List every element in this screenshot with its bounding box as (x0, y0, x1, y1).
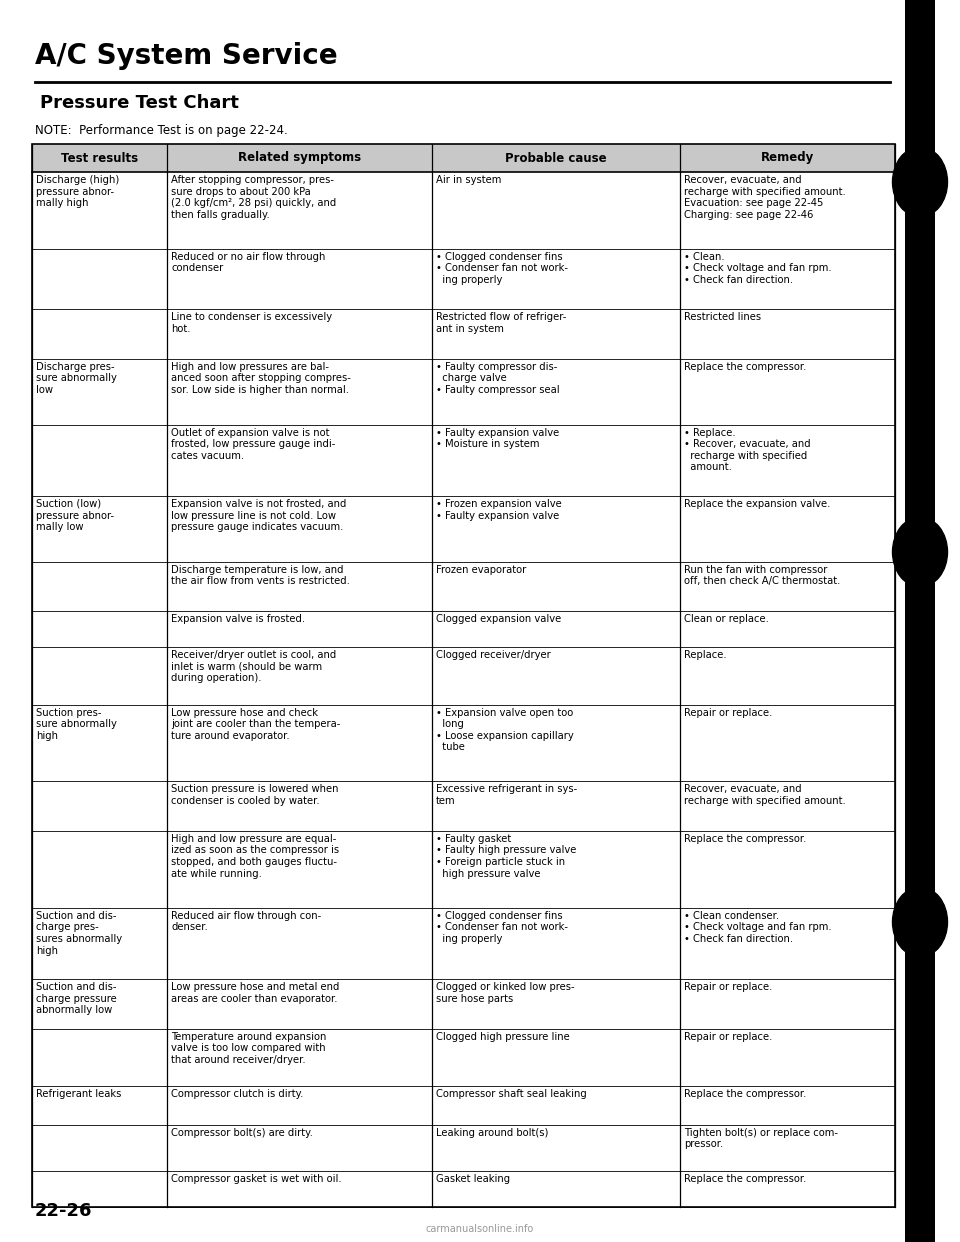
Text: Replace the compressor.: Replace the compressor. (684, 1089, 806, 1099)
Text: Air in system: Air in system (436, 175, 501, 185)
Text: Recover, evacuate, and
recharge with specified amount.: Recover, evacuate, and recharge with spe… (684, 785, 846, 806)
Text: Suction pressure is lowered when
condenser is cooled by water.: Suction pressure is lowered when condens… (171, 785, 339, 806)
Text: Gasket leaking: Gasket leaking (436, 1174, 510, 1185)
Text: Suction and dis-
charge pres-
sures abnormally
high: Suction and dis- charge pres- sures abno… (36, 910, 122, 955)
Text: Line to condenser is excessively
hot.: Line to condenser is excessively hot. (171, 312, 332, 334)
Text: Tighten bolt(s) or replace com-
pressor.: Tighten bolt(s) or replace com- pressor. (684, 1128, 838, 1149)
Text: Low pressure hose and check
joint are cooler than the tempera-
ture around evapo: Low pressure hose and check joint are co… (171, 708, 341, 740)
Bar (32, 144, 895, 1207)
Text: Clogged high pressure line: Clogged high pressure line (436, 1032, 569, 1042)
Text: Replace the compressor.: Replace the compressor. (684, 361, 806, 371)
Text: Test results: Test results (60, 152, 138, 164)
Text: Discharge temperature is low, and
the air flow from vents is restricted.: Discharge temperature is low, and the ai… (171, 565, 349, 586)
Text: Reduced air flow through con-
denser.: Reduced air flow through con- denser. (171, 910, 322, 933)
Text: Suction (low)
pressure abnor-
mally low: Suction (low) pressure abnor- mally low (36, 499, 114, 532)
Text: Replace the compressor.: Replace the compressor. (684, 833, 806, 843)
Text: Related symptoms: Related symptoms (238, 152, 361, 164)
Text: • Faulty compressor dis-
  charge valve
• Faulty compressor seal: • Faulty compressor dis- charge valve • … (436, 361, 560, 395)
Text: • Faulty gasket
• Faulty high pressure valve
• Foreign particle stuck in
  high : • Faulty gasket • Faulty high pressure v… (436, 833, 576, 878)
Text: • Clogged condenser fins
• Condenser fan not work-
  ing properly: • Clogged condenser fins • Condenser fan… (436, 910, 568, 944)
Text: Expansion valve is frosted.: Expansion valve is frosted. (171, 615, 305, 625)
Text: Frozen evaporator: Frozen evaporator (436, 565, 526, 575)
Text: Discharge pres-
sure abnormally
low: Discharge pres- sure abnormally low (36, 361, 117, 395)
Text: Repair or replace.: Repair or replace. (684, 708, 773, 718)
Text: Leaking around bolt(s): Leaking around bolt(s) (436, 1128, 548, 1138)
Text: • Clean.
• Check voltage and fan rpm.
• Check fan direction.: • Clean. • Check voltage and fan rpm. • … (684, 252, 831, 286)
Text: Pressure Test Chart: Pressure Test Chart (40, 94, 239, 112)
Text: Expansion valve is not frosted, and
low pressure line is not cold. Low
pressure : Expansion valve is not frosted, and low … (171, 499, 347, 532)
Text: Replace.: Replace. (684, 650, 727, 660)
Text: Clogged expansion valve: Clogged expansion valve (436, 615, 562, 625)
Text: Discharge (high)
pressure abnor-
mally high: Discharge (high) pressure abnor- mally h… (36, 175, 119, 209)
Text: Reduced or no air flow through
condenser: Reduced or no air flow through condenser (171, 252, 325, 273)
Text: Clogged or kinked low pres-
sure hose parts: Clogged or kinked low pres- sure hose pa… (436, 982, 575, 1004)
Text: • Replace.
• Recover, evacuate, and
  recharge with specified
  amount.: • Replace. • Recover, evacuate, and rech… (684, 427, 810, 472)
Text: After stopping compressor, pres-
sure drops to about 200 kPa
(2.0 kgf/cm², 28 ps: After stopping compressor, pres- sure dr… (171, 175, 336, 220)
Text: Repair or replace.: Repair or replace. (684, 1032, 773, 1042)
Ellipse shape (893, 517, 948, 587)
Text: • Expansion valve open too
  long
• Loose expansion capillary
  tube: • Expansion valve open too long • Loose … (436, 708, 574, 753)
Text: Temperature around expansion
valve is too low compared with
that around receiver: Temperature around expansion valve is to… (171, 1032, 326, 1064)
Text: Outlet of expansion valve is not
frosted, low pressure gauge indi-
cates vacuum.: Outlet of expansion valve is not frosted… (171, 427, 335, 461)
Text: High and low pressures are bal-
anced soon after stopping compres-
sor. Low side: High and low pressures are bal- anced so… (171, 361, 350, 395)
Text: • Faulty expansion valve
• Moisture in system: • Faulty expansion valve • Moisture in s… (436, 427, 560, 450)
Text: • Clean condenser.
• Check voltage and fan rpm.
• Check fan direction.: • Clean condenser. • Check voltage and f… (684, 910, 831, 944)
Text: carmanualsonline.info: carmanualsonline.info (426, 1225, 534, 1235)
Text: Compressor clutch is dirty.: Compressor clutch is dirty. (171, 1089, 303, 1099)
Text: Low pressure hose and metal end
areas are cooler than evaporator.: Low pressure hose and metal end areas ar… (171, 982, 340, 1004)
Text: Run the fan with compressor
off, then check A/C thermostat.: Run the fan with compressor off, then ch… (684, 565, 840, 586)
Text: NOTE:  Performance Test is on page 22-24.: NOTE: Performance Test is on page 22-24. (35, 124, 288, 137)
Text: Clogged receiver/dryer: Clogged receiver/dryer (436, 650, 551, 660)
Text: Repair or replace.: Repair or replace. (684, 982, 773, 992)
Text: Compressor bolt(s) are dirty.: Compressor bolt(s) are dirty. (171, 1128, 313, 1138)
Text: Probable cause: Probable cause (505, 152, 607, 164)
Text: • Clogged condenser fins
• Condenser fan not work-
  ing properly: • Clogged condenser fins • Condenser fan… (436, 252, 568, 286)
Text: • Frozen expansion valve
• Faulty expansion valve: • Frozen expansion valve • Faulty expans… (436, 499, 562, 520)
Text: Restricted flow of refriger-
ant in system: Restricted flow of refriger- ant in syst… (436, 312, 566, 334)
Bar (905, 0, 935, 1242)
Text: Replace the compressor.: Replace the compressor. (684, 1174, 806, 1185)
Bar (32, 144, 895, 171)
Text: Clean or replace.: Clean or replace. (684, 615, 769, 625)
Text: A/C System Service: A/C System Service (35, 42, 338, 70)
Text: Compressor shaft seal leaking: Compressor shaft seal leaking (436, 1089, 587, 1099)
Ellipse shape (893, 887, 948, 958)
Text: Remedy: Remedy (761, 152, 814, 164)
Text: Receiver/dryer outlet is cool, and
inlet is warm (should be warm
during operatio: Receiver/dryer outlet is cool, and inlet… (171, 650, 336, 683)
Text: Restricted lines: Restricted lines (684, 312, 761, 322)
Text: Refrigerant leaks: Refrigerant leaks (36, 1089, 121, 1099)
Text: Replace the expansion valve.: Replace the expansion valve. (684, 499, 830, 509)
Text: Suction pres-
sure abnormally
high: Suction pres- sure abnormally high (36, 708, 117, 740)
Text: Compressor gasket is wet with oil.: Compressor gasket is wet with oil. (171, 1174, 342, 1185)
Text: High and low pressure are equal-
ized as soon as the compressor is
stopped, and : High and low pressure are equal- ized as… (171, 833, 339, 878)
Ellipse shape (893, 147, 948, 217)
Text: Recover, evacuate, and
recharge with specified amount.
Evacuation: see page 22-4: Recover, evacuate, and recharge with spe… (684, 175, 846, 220)
Text: Suction and dis-
charge pressure
abnormally low: Suction and dis- charge pressure abnorma… (36, 982, 117, 1016)
Text: Excessive refrigerant in sys-
tem: Excessive refrigerant in sys- tem (436, 785, 577, 806)
Text: 22-26: 22-26 (35, 1202, 92, 1220)
